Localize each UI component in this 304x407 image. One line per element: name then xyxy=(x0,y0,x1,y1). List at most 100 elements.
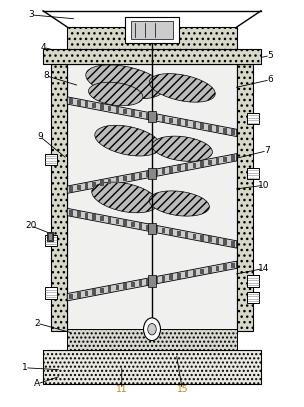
Bar xyxy=(231,129,235,135)
Text: 6: 6 xyxy=(267,75,273,84)
Bar xyxy=(169,118,173,123)
Bar xyxy=(43,350,261,384)
Bar xyxy=(131,282,135,287)
Bar xyxy=(45,235,57,246)
Polygon shape xyxy=(67,208,237,248)
Bar xyxy=(154,278,158,283)
Bar xyxy=(77,185,81,190)
Bar xyxy=(208,160,212,165)
Bar xyxy=(148,111,156,123)
Ellipse shape xyxy=(149,191,209,216)
Bar xyxy=(116,107,119,113)
Bar xyxy=(169,274,173,280)
Bar xyxy=(223,239,227,245)
Bar xyxy=(237,63,253,331)
Text: 4: 4 xyxy=(40,43,46,52)
Polygon shape xyxy=(67,261,237,301)
Bar xyxy=(123,220,127,226)
Bar xyxy=(216,266,219,271)
Bar xyxy=(192,162,196,168)
Bar xyxy=(131,222,135,228)
Ellipse shape xyxy=(152,136,212,161)
Bar xyxy=(92,214,96,220)
Bar xyxy=(162,228,165,233)
Text: 3: 3 xyxy=(28,11,34,20)
Bar xyxy=(200,269,204,274)
Bar xyxy=(146,113,150,119)
Bar xyxy=(208,125,212,131)
Bar xyxy=(162,276,165,282)
Bar xyxy=(92,182,96,187)
Bar xyxy=(148,275,156,287)
Text: 9: 9 xyxy=(37,132,43,141)
Bar xyxy=(85,213,88,219)
Circle shape xyxy=(143,318,161,341)
Bar xyxy=(108,217,112,223)
Bar xyxy=(192,270,196,276)
Bar xyxy=(185,164,188,170)
Bar xyxy=(247,168,259,179)
Bar xyxy=(67,329,237,350)
Bar xyxy=(192,122,196,128)
Bar xyxy=(67,63,237,331)
Text: 15: 15 xyxy=(177,385,188,394)
Bar xyxy=(162,116,165,122)
Bar xyxy=(208,267,212,273)
Polygon shape xyxy=(67,153,237,193)
Polygon shape xyxy=(67,97,237,137)
Bar xyxy=(148,168,156,179)
Bar xyxy=(223,128,227,133)
Bar xyxy=(200,161,204,167)
Bar xyxy=(131,21,173,39)
Bar xyxy=(92,103,96,109)
Bar xyxy=(247,291,259,303)
Bar xyxy=(154,115,158,120)
Bar xyxy=(216,127,219,132)
Bar xyxy=(154,226,158,232)
Bar xyxy=(131,110,135,116)
Bar xyxy=(45,153,57,165)
Bar xyxy=(223,264,227,270)
Bar xyxy=(146,225,150,230)
Text: 5: 5 xyxy=(267,51,273,60)
Bar xyxy=(162,168,165,174)
Bar xyxy=(51,63,67,331)
Bar xyxy=(185,232,188,238)
Ellipse shape xyxy=(88,82,143,106)
Bar xyxy=(208,236,212,242)
Bar xyxy=(169,167,173,173)
Bar xyxy=(247,275,259,287)
Bar xyxy=(116,285,119,291)
Bar xyxy=(177,119,181,125)
Bar xyxy=(216,238,219,244)
Bar xyxy=(231,155,235,161)
Bar xyxy=(85,291,88,296)
Bar xyxy=(192,234,196,239)
Ellipse shape xyxy=(86,65,164,99)
Bar xyxy=(231,263,235,268)
Bar xyxy=(146,171,150,177)
Bar xyxy=(139,112,142,117)
Bar xyxy=(116,219,119,224)
Bar xyxy=(131,174,135,180)
Bar xyxy=(77,211,81,217)
Bar xyxy=(100,288,104,293)
Bar xyxy=(148,223,156,234)
Text: 10: 10 xyxy=(258,181,270,190)
Ellipse shape xyxy=(149,74,215,102)
Bar xyxy=(48,233,53,240)
Bar xyxy=(177,230,181,236)
Bar xyxy=(139,223,142,229)
Bar xyxy=(116,177,119,183)
Bar xyxy=(177,273,181,279)
Bar xyxy=(100,104,104,110)
Bar xyxy=(69,210,73,216)
Bar xyxy=(43,49,261,63)
Text: 1: 1 xyxy=(22,363,28,372)
Bar xyxy=(45,287,57,299)
Bar xyxy=(200,123,204,129)
Bar xyxy=(108,179,112,184)
Bar xyxy=(139,173,142,179)
Bar xyxy=(185,120,188,126)
Bar xyxy=(69,186,73,192)
